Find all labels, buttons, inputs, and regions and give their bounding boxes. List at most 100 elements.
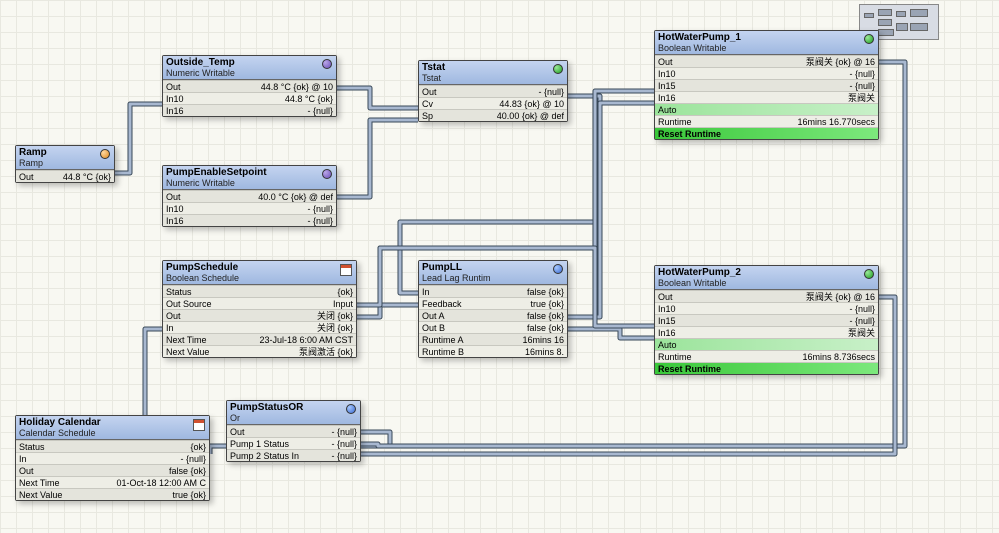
slot-row[interactable]: Pump 2 Status In- {null} — [227, 449, 360, 461]
node-header[interactable]: Holiday CalendarCalendar Schedule — [16, 416, 209, 440]
slot-value: 泵阀关 — [848, 327, 875, 338]
slot-value: true {ok} — [172, 489, 206, 500]
slot-row[interactable]: In16泵阀关 — [655, 326, 878, 338]
slot-row[interactable]: Out SourceInput — [163, 297, 356, 309]
slot-row[interactable]: Out关闭 {ok} — [163, 309, 356, 321]
slot-value: true {ok} — [530, 298, 564, 309]
node-subtitle: Calendar Schedule — [19, 428, 206, 438]
status-dot-icon — [864, 34, 874, 44]
slot-label: In16 — [658, 92, 676, 103]
status-dot-icon — [553, 64, 563, 74]
node-hwp2[interactable]: HotWaterPump_2Boolean WritableOut泵阀关 {ok… — [654, 265, 879, 375]
slot-value: 泵阀激活 {ok} — [299, 346, 353, 357]
slot-row[interactable]: In15- {null} — [655, 79, 878, 91]
slot-row[interactable]: Feedbacktrue {ok} — [419, 297, 567, 309]
slot-label: Next Value — [19, 489, 62, 500]
slot-row[interactable]: Runtime16mins 16.770secs — [655, 115, 878, 127]
slot-row[interactable]: Out 40.0 °C {ok} @ def — [163, 190, 336, 202]
auto-row[interactable]: Auto — [655, 103, 878, 115]
slot-value: {ok} — [190, 441, 206, 452]
slot-label: Out — [422, 86, 437, 97]
node-header[interactable]: PumpEnableSetpointNumeric Writable — [163, 166, 336, 190]
status-dot-icon — [322, 169, 332, 179]
slot-row[interactable]: In10- {null} — [163, 202, 336, 214]
node-header[interactable]: TstatTstat — [419, 61, 567, 85]
slot-value: 16mins 16 — [522, 334, 564, 345]
node-holiday[interactable]: Holiday CalendarCalendar ScheduleStatus{… — [15, 415, 210, 501]
calendar-icon — [340, 264, 352, 276]
slot-value: 16mins 8.736secs — [802, 351, 875, 362]
slot-value: false {ok} — [527, 286, 564, 297]
slot-row[interactable]: In10- {null} — [655, 302, 878, 314]
slot-value: 44.8 °C {ok} @ 10 — [261, 81, 333, 92]
slot-value: 44.8 °C {ok} — [63, 171, 111, 182]
node-header[interactable]: PumpLLLead Lag Runtim — [419, 261, 567, 285]
slot-row[interactable]: Out- {null} — [419, 85, 567, 97]
slot-row[interactable]: Status{ok} — [16, 440, 209, 452]
node-subtitle: Boolean Writable — [658, 43, 875, 53]
slot-row[interactable]: Infalse {ok} — [419, 285, 567, 297]
slot-value: 关闭 {ok} — [317, 310, 353, 321]
slot-row[interactable]: Runtime B16mins 8. — [419, 345, 567, 357]
slot-row[interactable]: Next Time23-Jul-18 6:00 AM CST — [163, 333, 356, 345]
slot-label: In16 — [166, 105, 184, 116]
slot-label: In — [19, 453, 27, 464]
slot-value: - {null} — [331, 426, 357, 437]
slot-row[interactable]: In10- {null} — [655, 67, 878, 79]
slot-label: Out — [166, 191, 181, 202]
node-pump_enable_sp[interactable]: PumpEnableSetpointNumeric WritableOut 40.… — [162, 165, 337, 227]
slot-row[interactable]: Runtime A 16mins 16 — [419, 333, 567, 345]
action-row[interactable]: Reset Runtime — [655, 362, 878, 374]
slot-row[interactable]: Next Time01-Oct-18 12:00 AM C — [16, 476, 209, 488]
slot-label: Runtime — [658, 116, 692, 127]
node-header[interactable]: Outside_TempNumeric Writable — [163, 56, 336, 80]
slot-label: Runtime — [658, 351, 692, 362]
node-hwp1[interactable]: HotWaterPump_1Boolean WritableOut泵阀关 {ok… — [654, 30, 879, 140]
slot-row[interactable]: In16- {null} — [163, 104, 336, 116]
action-row[interactable]: Reset Runtime — [655, 127, 878, 139]
slot-row[interactable]: Pump 1 Status- {null} — [227, 437, 360, 449]
slot-row[interactable]: Out Bfalse {ok} — [419, 321, 567, 333]
slot-row[interactable]: In16泵阀关 — [655, 91, 878, 103]
node-header[interactable]: PumpScheduleBoolean Schedule — [163, 261, 356, 285]
node-header[interactable]: PumpStatusOROr — [227, 401, 360, 425]
slot-row[interactable]: Out44.8 °C {ok} — [16, 170, 114, 182]
slot-row[interactable]: Out- {null} — [227, 425, 360, 437]
node-pump_status_or[interactable]: PumpStatusOROrOut- {null}Pump 1 Status- … — [226, 400, 361, 462]
slot-row[interactable]: In- {null} — [16, 452, 209, 464]
slot-value: 泵阀关 {ok} @ 16 — [806, 56, 875, 67]
slot-row[interactable]: Cv44.83 {ok} @ 10 — [419, 97, 567, 109]
slot-label: Auto — [658, 339, 677, 350]
node-pump_ll[interactable]: PumpLLLead Lag RuntimInfalse {ok}Feedbac… — [418, 260, 568, 358]
slot-row[interactable]: Outfalse {ok} — [16, 464, 209, 476]
slot-label: Out A — [422, 310, 445, 321]
slot-label: In15 — [658, 80, 676, 91]
node-tstat[interactable]: TstatTstatOut- {null}Cv44.83 {ok} @ 10Sp… — [418, 60, 568, 122]
slot-row[interactable]: Out泵阀关 {ok} @ 16 — [655, 55, 878, 67]
slot-row[interactable]: Out Afalse {ok} — [419, 309, 567, 321]
slot-value: 40.0 °C {ok} @ def — [258, 191, 333, 202]
slot-value: - {null} — [331, 438, 357, 449]
slot-row[interactable]: Sp40.00 {ok} @ def — [419, 109, 567, 121]
slot-row[interactable]: In1044.8 °C {ok} — [163, 92, 336, 104]
slot-row[interactable]: Out泵阀关 {ok} @ 16 — [655, 290, 878, 302]
slot-row[interactable]: In15- {null} — [655, 314, 878, 326]
slot-value: {ok} — [337, 286, 353, 297]
node-title: PumpLL — [422, 262, 564, 273]
slot-row[interactable]: Status{ok} — [163, 285, 356, 297]
slot-row[interactable]: Next Value true {ok} — [16, 488, 209, 500]
node-outside_temp[interactable]: Outside_TempNumeric WritableOut44.8 °C {… — [162, 55, 337, 117]
slot-row[interactable]: In16- {null} — [163, 214, 336, 226]
node-header[interactable]: HotWaterPump_2Boolean Writable — [655, 266, 878, 290]
node-ramp[interactable]: RampRampOut44.8 °C {ok} — [15, 145, 115, 183]
slot-row[interactable]: In关闭 {ok} — [163, 321, 356, 333]
auto-row[interactable]: Auto — [655, 338, 878, 350]
node-subtitle: Lead Lag Runtim — [422, 273, 564, 283]
slot-row[interactable]: Out44.8 °C {ok} @ 10 — [163, 80, 336, 92]
node-pump_schedule[interactable]: PumpScheduleBoolean ScheduleStatus{ok}Ou… — [162, 260, 357, 358]
slot-label: Runtime A — [422, 334, 464, 345]
node-header[interactable]: RampRamp — [16, 146, 114, 170]
slot-row[interactable]: Runtime 16mins 8.736secs — [655, 350, 878, 362]
node-header[interactable]: HotWaterPump_1Boolean Writable — [655, 31, 878, 55]
slot-row[interactable]: Next Value泵阀激活 {ok} — [163, 345, 356, 357]
